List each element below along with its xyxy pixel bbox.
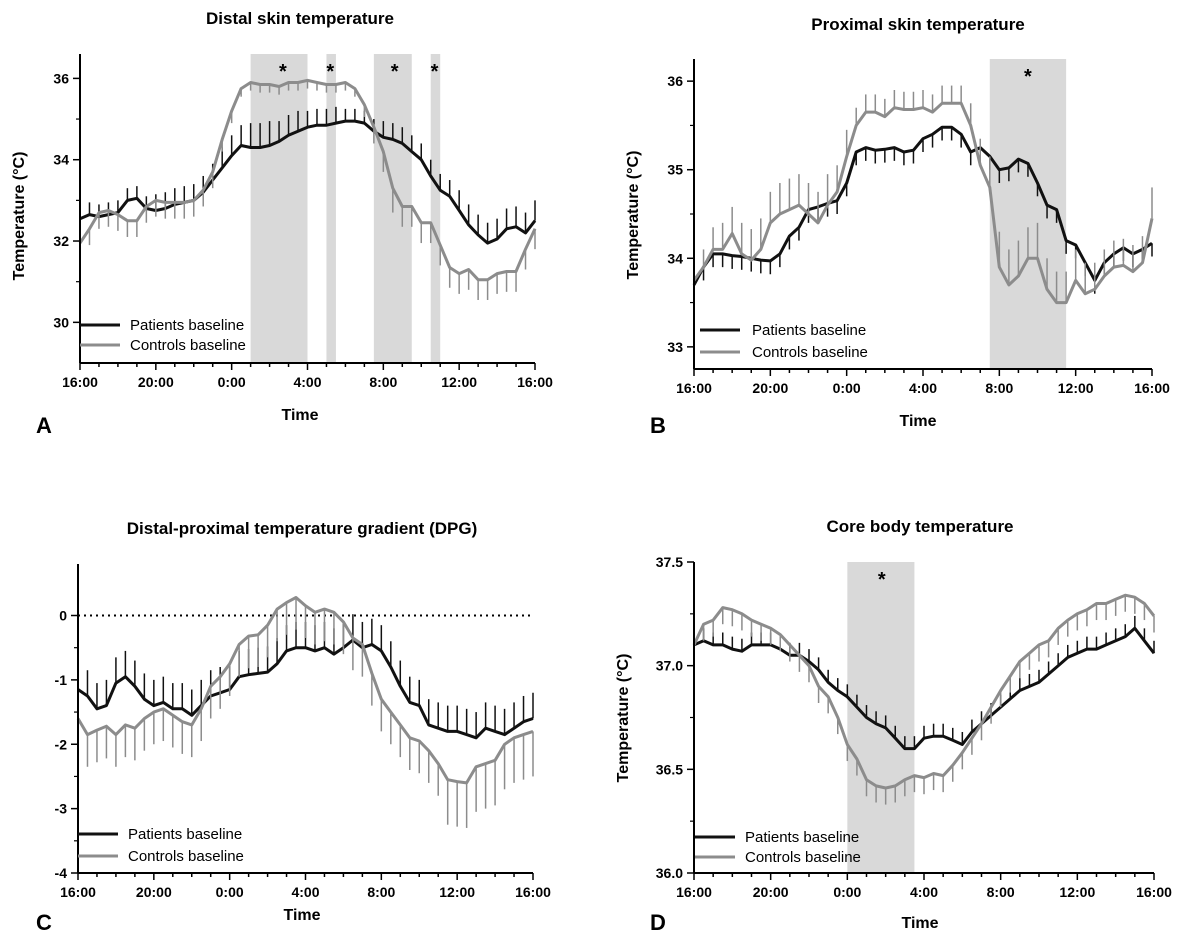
- x-tick-label: 12:00: [441, 374, 477, 390]
- x-tick-label: 20:00: [136, 884, 172, 900]
- significance-star: *: [279, 61, 287, 83]
- x-tick-label: 16:00: [676, 380, 712, 396]
- x-tick-label: 16:00: [676, 884, 712, 900]
- controls-series-line: [692, 101, 1154, 305]
- x-tick-label: 0:00: [218, 374, 246, 390]
- y-tick-label: -4: [55, 865, 68, 881]
- panel-c-xlabel: Time: [283, 907, 320, 924]
- panel-c: Distal-proximal temperature gradient (DP…: [36, 519, 551, 932]
- x-tick-label: 8:00: [985, 380, 1013, 396]
- y-tick-label: 37.0: [656, 658, 683, 674]
- y-tick-label: 36.0: [656, 865, 683, 881]
- x-tick-label: 4:00: [909, 380, 937, 396]
- patients-series-line: [692, 125, 1153, 286]
- panel-d-title: Core body temperature: [826, 517, 1013, 536]
- y-tick-label: 36: [667, 73, 683, 89]
- x-tick-label: 16:00: [1134, 380, 1170, 396]
- controls-series-line: [692, 593, 1156, 790]
- significance-band: [847, 562, 915, 873]
- x-tick-label: 4:00: [291, 884, 319, 900]
- panel-d-plot: * 16:00 20:00 0:00 4:00 8:00 12:00 16:00 36.0 36.…: [656, 554, 1172, 900]
- x-tick-label: 12:00: [1059, 884, 1095, 900]
- x-tick-label: 16:00: [62, 374, 98, 390]
- x-tick-label: 0:00: [216, 884, 244, 900]
- y-tick-label: 32: [53, 233, 69, 249]
- panel-c-title: Distal-proximal temperature gradient (DP…: [127, 519, 477, 538]
- y-tick-label: 33: [667, 339, 683, 355]
- y-tick-label: 36.5: [656, 761, 683, 777]
- x-tick-label: 12:00: [439, 884, 475, 900]
- x-tick-label: 8:00: [369, 374, 397, 390]
- x-tick-label: 16:00: [515, 884, 551, 900]
- significance-band: [989, 59, 1067, 369]
- panel-d-legend: Patients baseline Controls baseline: [695, 829, 861, 866]
- y-tick-label: 34: [667, 250, 683, 266]
- panel-d: Core body temperature * 16:00 20:00 0:00 4:0…: [615, 517, 1172, 932]
- x-tick-label: 4:00: [910, 884, 938, 900]
- panel-c-plot: 16:00 20:00 0:00 4:00 8:00 12:00 16:00 -4 -3 -2 -1…: [55, 564, 551, 900]
- significance-star: *: [431, 61, 439, 83]
- x-tick-label: 8:00: [987, 884, 1015, 900]
- panel-a-legend: Patients baseline Controls baseline: [80, 317, 246, 354]
- x-tick-label: 20:00: [752, 380, 788, 396]
- legend-label-patients: Patients baseline: [128, 826, 242, 843]
- legend-label-patients: Patients baseline: [130, 317, 244, 334]
- legend-label-controls: Controls baseline: [745, 849, 861, 866]
- legend-label-controls: Controls baseline: [130, 337, 246, 354]
- panel-c-legend: Patients baseline Controls baseline: [78, 826, 244, 865]
- x-tick-label: 8:00: [367, 884, 395, 900]
- panel-b-title: Proximal skin temperature: [811, 15, 1025, 34]
- y-tick-label: 37.5: [656, 554, 683, 570]
- y-tick-label: 34: [53, 152, 69, 168]
- x-tick-label: 20:00: [138, 374, 174, 390]
- panel-a-title: Distal skin temperature: [206, 9, 394, 28]
- y-tick-label: 35: [667, 162, 683, 178]
- panel-a-letter: A: [36, 413, 52, 438]
- controls-series-line: [78, 78, 537, 282]
- x-tick-label: 0:00: [833, 380, 861, 396]
- significance-band: [250, 54, 308, 363]
- y-tick-label: 0: [59, 608, 67, 624]
- x-tick-label: 4:00: [293, 374, 321, 390]
- panel-b-legend: Patients baseline Controls baseline: [700, 322, 868, 361]
- panel-a: Distal skin temperature * * * * 16:00 20:00 0:…: [11, 9, 553, 438]
- panel-b-letter: B: [650, 413, 666, 438]
- y-tick-label: 30: [53, 314, 69, 330]
- panel-d-ylabel: Temperature (°C): [615, 654, 632, 783]
- legend-label-controls: Controls baseline: [752, 344, 868, 361]
- panel-b-ylabel: Temperature (°C): [625, 151, 642, 280]
- panel-d-letter: D: [650, 910, 666, 932]
- legend-label-controls: Controls baseline: [128, 848, 244, 865]
- significance-star: *: [1024, 66, 1032, 88]
- significance-band: [326, 54, 336, 363]
- significance-star: *: [391, 61, 399, 83]
- panel-b-plot: * 16:00 20:00 0:00 4:00 8:00 12:00 16:00 33 34 35 3…: [667, 59, 1170, 396]
- panel-c-letter: C: [36, 910, 52, 932]
- panel-d-xlabel: Time: [901, 915, 938, 932]
- panel-b: Proximal skin temperature * 16:00 20:00 0:0…: [625, 15, 1170, 438]
- x-tick-label: 16:00: [517, 374, 553, 390]
- y-tick-label: -2: [55, 736, 68, 752]
- legend-label-patients: Patients baseline: [745, 829, 859, 846]
- legend-label-patients: Patients baseline: [752, 322, 866, 339]
- x-tick-label: 12:00: [1058, 380, 1094, 396]
- x-tick-label: 16:00: [60, 884, 96, 900]
- x-tick-label: 20:00: [753, 884, 789, 900]
- panel-a-plot: * * * * 16:00 20:00 0:00 4:00 8:00 12:00 16:00 30 32…: [53, 54, 553, 390]
- x-tick-label: 0:00: [833, 884, 861, 900]
- x-tick-label: 16:00: [1136, 884, 1172, 900]
- significance-star: *: [326, 61, 334, 83]
- controls-series-line: [76, 596, 534, 785]
- panel-b-xlabel: Time: [899, 413, 936, 430]
- y-tick-label: 36: [53, 70, 69, 86]
- patients-series-line: [77, 638, 534, 740]
- significance-band: [430, 54, 441, 363]
- panel-a-xlabel: Time: [281, 407, 318, 424]
- significance-star: *: [878, 569, 886, 591]
- panel-a-ylabel: Temperature (°C): [11, 152, 28, 281]
- y-tick-label: -1: [55, 672, 68, 688]
- y-tick-label: -3: [55, 801, 68, 817]
